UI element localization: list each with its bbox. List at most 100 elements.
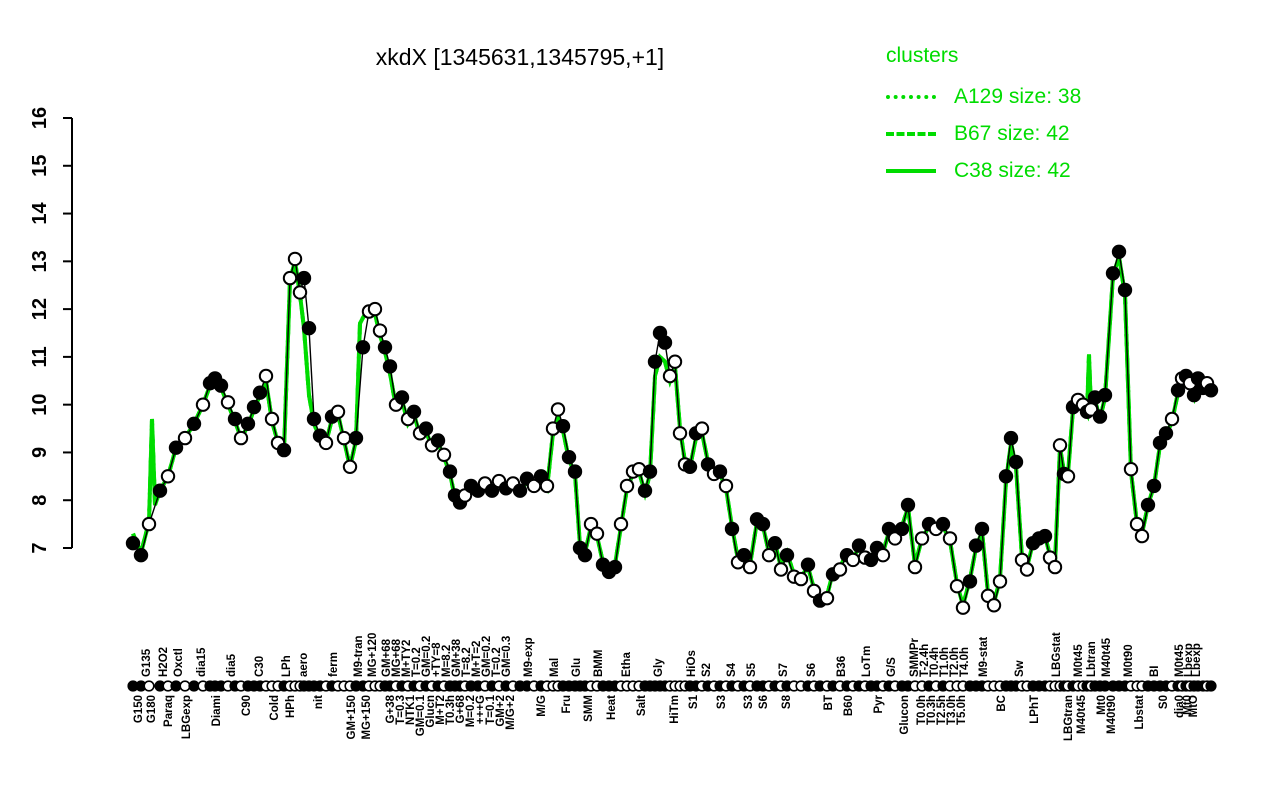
data-point	[1097, 387, 1113, 403]
x-condition-label-below: Glucn	[425, 695, 437, 728]
x-condition-label-below: BT	[823, 695, 835, 710]
data-point	[168, 440, 184, 455]
x-condition-label-below: HiTm	[669, 695, 681, 724]
data-point	[949, 579, 965, 594]
x-condition-label-above: T=8.2	[461, 647, 473, 677]
data-point	[962, 574, 978, 589]
data-point	[851, 538, 867, 553]
data-point	[761, 548, 777, 563]
x-condition-label-above: M0t45	[1174, 644, 1186, 677]
x-condition-label-below: Glucon	[899, 695, 911, 735]
x-condition-label-below: T5.0h	[956, 695, 968, 725]
data-point	[613, 516, 629, 532]
data-point	[301, 321, 317, 336]
x-condition-label-above: S2	[701, 663, 713, 677]
x-condition-label-above: C30	[254, 656, 266, 677]
x-condition-label-above: GM=0.2	[481, 636, 493, 677]
data-point	[382, 359, 398, 374]
data-point	[330, 404, 346, 419]
x-condition-label-above: SMMPr	[909, 638, 921, 678]
plot-title-text: xkdX [1345631,1345795,+1]	[375, 44, 665, 70]
data-point	[724, 521, 740, 537]
data-point	[1164, 411, 1180, 427]
y-tick-label: 16	[29, 107, 51, 129]
x-condition-label-below: Mt0	[1182, 695, 1194, 715]
data-point	[550, 402, 566, 417]
x-condition-label-above: T=0.2	[491, 647, 503, 677]
y-tick-label: 10	[29, 394, 51, 416]
data-point	[141, 516, 157, 532]
data-point	[1003, 430, 1019, 446]
x-condition-label-below: GM+150	[346, 695, 358, 739]
x-condition-label-below: T0.3h	[926, 695, 938, 725]
data-point	[907, 559, 923, 575]
data-point	[974, 521, 990, 537]
x-condition-label-above: GM=0.2	[421, 636, 433, 677]
data-point	[233, 430, 249, 446]
data-point	[619, 478, 635, 494]
data-point	[377, 340, 393, 355]
data-point	[152, 483, 168, 498]
x-condition-label-below: Lbstat	[1134, 695, 1146, 730]
x-condition-label-below: HPh	[285, 695, 297, 718]
data-point	[133, 548, 149, 563]
data-point	[662, 368, 678, 384]
x-condition-label-below: dia0	[1174, 695, 1186, 718]
data-point	[955, 600, 971, 615]
data-point	[682, 459, 698, 474]
x-condition-label-below: S0	[1158, 695, 1170, 709]
data-point	[418, 421, 434, 436]
x-condition-label-below: G+38	[385, 694, 397, 723]
x-condition-label-above: H2O2	[158, 647, 170, 677]
x-condition-label-above: M+T=2	[471, 641, 483, 677]
data-point	[539, 478, 555, 494]
x-condition-label-below: NTK1	[405, 694, 417, 725]
x-condition-label-above: S6	[806, 663, 818, 677]
data-point	[246, 399, 262, 415]
legend: clusters A129 size: 38 B67 size: 42 C38 …	[886, 44, 1081, 189]
x-condition-label-above: T1.0h	[939, 647, 951, 677]
x-condition-label-above: Lbexp	[1183, 643, 1195, 677]
x-condition-label-below: G180	[146, 695, 158, 723]
x-condition-label-above: +TY=8	[431, 642, 443, 677]
data-point	[186, 416, 202, 431]
legend-entry-c38: C38 size: 42	[886, 152, 1081, 189]
data-point	[875, 548, 891, 563]
data-point	[160, 469, 176, 484]
x-condition-label-above: MG+68	[391, 638, 403, 677]
x-condition-label-below: GM+2	[495, 695, 507, 727]
data-point	[755, 516, 771, 532]
x-condition-label-below: S1	[688, 694, 700, 709]
legend-entry-label: C38 size: 42	[954, 158, 1071, 182]
data-point	[767, 536, 783, 551]
condition-symbol	[170, 680, 182, 692]
data-point	[642, 464, 658, 479]
x-condition-label-below: G150	[133, 695, 145, 723]
data-point	[1037, 528, 1053, 544]
dotted-line-icon	[886, 94, 936, 99]
data-point	[1123, 462, 1139, 477]
x-condition-label-above: Gly	[653, 658, 665, 677]
data-point	[589, 526, 605, 541]
x-condition-label-below: Paraq	[163, 695, 175, 727]
x-condition-label-below: Diami	[211, 695, 223, 726]
data-point	[845, 552, 861, 568]
x-condition-label-above: M+TY2	[401, 640, 413, 677]
data-point	[264, 411, 280, 427]
x-condition-label-above: G/S	[886, 657, 898, 677]
data-point	[220, 395, 236, 410]
data-point	[887, 531, 903, 546]
data-point	[607, 559, 623, 575]
x-condition-label-below: M=0.2	[465, 695, 477, 727]
x-condition-label-below: M/G+2	[505, 695, 517, 730]
data-point	[935, 516, 951, 532]
x-condition-label-below: T=0.3	[395, 695, 407, 725]
x-condition-label-above: BI	[1149, 666, 1161, 678]
data-point	[1060, 469, 1076, 484]
data-point	[900, 497, 916, 513]
data-point	[914, 531, 930, 546]
data-point	[742, 559, 758, 575]
data-point	[1105, 266, 1121, 281]
y-tick-label: 9	[29, 447, 51, 458]
x-condition-label-above: ferm	[328, 652, 340, 677]
